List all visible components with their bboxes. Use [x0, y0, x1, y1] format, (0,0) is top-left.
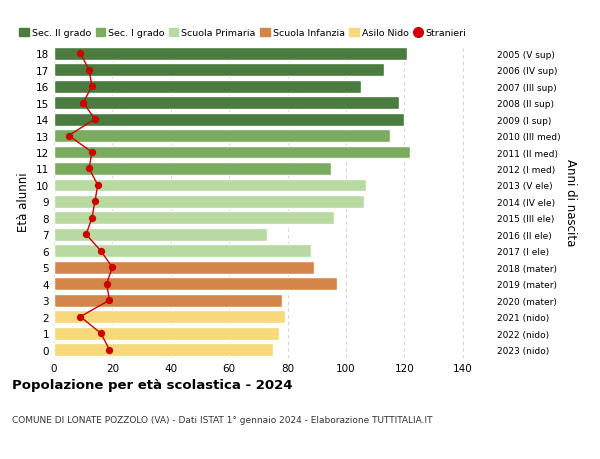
Point [76, 313, 85, 321]
Bar [54, 229, 267, 241]
Point [102, 280, 112, 288]
Point [84, 67, 94, 74]
Point [96, 247, 106, 255]
Point [93, 182, 103, 189]
Point [82, 231, 91, 239]
Point [79, 100, 88, 107]
Bar [54, 261, 314, 274]
Bar [54, 97, 398, 110]
Legend: Sec. II grado, Sec. I grado, Scuola Primaria, Scuola Infanzia, Asilo Nido, Stran: Sec. II grado, Sec. I grado, Scuola Prim… [19, 29, 466, 38]
Point [87, 215, 97, 222]
Bar [54, 64, 384, 77]
Y-axis label: Anni di nascita: Anni di nascita [564, 158, 577, 246]
Bar [54, 278, 337, 291]
Point [104, 346, 114, 353]
Y-axis label: Età alunni: Età alunni [17, 172, 31, 232]
Bar [54, 113, 404, 126]
Point [90, 198, 100, 206]
Point [87, 149, 97, 157]
Bar [54, 146, 410, 159]
Bar [54, 130, 390, 143]
Bar [54, 179, 367, 192]
Bar [54, 162, 331, 175]
Bar [54, 311, 284, 323]
Point [76, 50, 85, 58]
Bar [54, 245, 311, 257]
Bar [54, 48, 407, 61]
Text: Popolazione per età scolastica - 2024: Popolazione per età scolastica - 2024 [12, 379, 293, 392]
Point [96, 330, 106, 337]
Bar [54, 196, 364, 208]
Bar [54, 294, 282, 307]
Point [64, 133, 73, 140]
Bar [54, 81, 361, 93]
Point [107, 264, 117, 271]
Bar [54, 343, 273, 356]
Point [90, 116, 100, 123]
Point [87, 83, 97, 90]
Bar [54, 212, 334, 225]
Bar [54, 327, 279, 340]
Point [104, 297, 114, 304]
Text: COMUNE DI LONATE POZZOLO (VA) - Dati ISTAT 1° gennaio 2024 - Elaborazione TUTTIT: COMUNE DI LONATE POZZOLO (VA) - Dati IST… [12, 415, 433, 425]
Point [84, 165, 94, 173]
